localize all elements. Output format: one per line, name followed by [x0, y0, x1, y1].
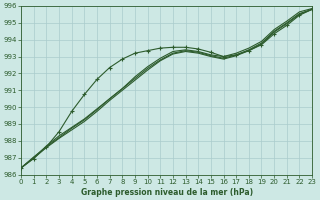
X-axis label: Graphe pression niveau de la mer (hPa): Graphe pression niveau de la mer (hPa) — [81, 188, 253, 197]
